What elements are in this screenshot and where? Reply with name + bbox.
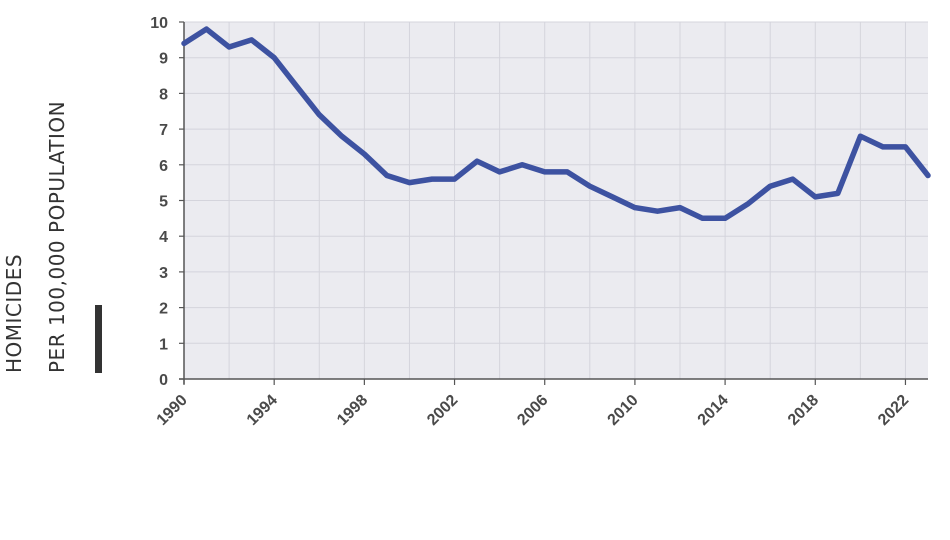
y-tick-label: 0 xyxy=(159,372,168,389)
y-tick-label: 3 xyxy=(159,265,168,282)
axes xyxy=(179,22,928,384)
y-tick-label: 5 xyxy=(159,194,168,211)
gridlines xyxy=(183,21,928,380)
x-tick-label: 2022 xyxy=(875,392,912,429)
y-axis-label-line-1: HOMICIDES xyxy=(2,254,26,373)
x-tick-label: 1994 xyxy=(244,392,281,429)
x-tick-label: 2006 xyxy=(514,392,551,429)
x-tick-label: 2010 xyxy=(605,392,642,429)
y-tick-label: 6 xyxy=(159,158,168,175)
y-axis-label-line-2: PER 100,000 POPULATION xyxy=(45,101,69,373)
y-tick-label: 9 xyxy=(159,51,168,68)
x-tick-label: 1990 xyxy=(154,392,191,429)
y-axis-label: HOMICIDES PER 100,000 POPULATION xyxy=(2,101,102,373)
x-tick-label: 2018 xyxy=(785,392,822,429)
y-tick-label: 2 xyxy=(159,301,168,318)
y-tick-labels: 0 1 2 3 4 5 6 7 8 9 10 xyxy=(150,15,184,389)
x-tick-label: 1998 xyxy=(334,392,371,429)
x-tick-labels: 1990 1994 1998 2002 2006 2010 2014 2018 2022 xyxy=(154,379,912,429)
y-tick-label: 10 xyxy=(150,15,168,32)
x-tick-label: 2002 xyxy=(424,392,461,429)
y-tick-label: 7 xyxy=(159,122,168,139)
y-tick-label: 1 xyxy=(159,336,168,353)
x-tick-label: 2014 xyxy=(695,392,732,429)
series-line xyxy=(181,26,931,222)
y-tick-label: 4 xyxy=(159,229,168,246)
y-axis-label-bar xyxy=(95,305,102,373)
y-tick-label: 8 xyxy=(159,86,168,103)
